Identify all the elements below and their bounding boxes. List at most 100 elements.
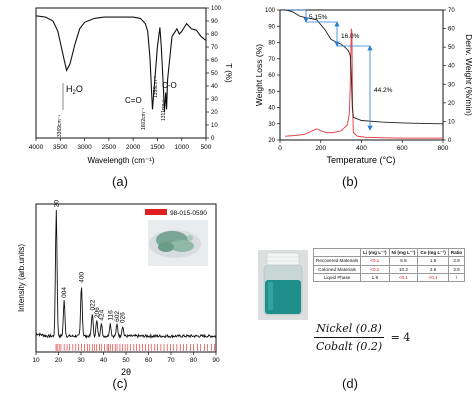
table-cell: 3.9 — [447, 256, 466, 266]
tga-step3-label: 44.2% — [374, 87, 393, 94]
y2-tick-label: 20 — [448, 101, 455, 107]
xrd-pattern-line — [35, 209, 217, 339]
table-cell: 10.2 — [388, 264, 419, 274]
table-cell: 1.5 — [417, 256, 449, 266]
y-tick-label: 90 — [211, 19, 218, 25]
y-tick-label: 80 — [268, 41, 275, 47]
ftir-co-single-label: C-O — [162, 81, 177, 90]
x-tick-label: 4000 — [29, 144, 44, 151]
ftir-co-double-value: 1602cm⁻¹ — [141, 108, 147, 130]
dtg-curve — [285, 28, 443, 139]
x-tick-label: 0 — [278, 145, 282, 152]
x-tick-label: 30 — [77, 357, 85, 364]
tga-step2-label: 16.0% — [341, 33, 360, 40]
ftir-spectrum-line — [35, 15, 207, 113]
y-tick-label: 60 — [268, 73, 275, 79]
peak-label: 206 — [94, 307, 101, 318]
ftir-co-double-label: C=O — [125, 96, 142, 105]
table-header-cell: Ratio — [447, 247, 466, 258]
panel-a-caption: (a) — [112, 174, 128, 189]
y-tick-label: 40 — [268, 106, 275, 112]
peak-label: 022 — [89, 299, 96, 310]
table-row: Calcined Materials <0.1 10.2 2.6 3.9 — [312, 264, 466, 274]
x-tick-label: 10 — [32, 357, 40, 364]
table-cell: <0.1 — [360, 256, 390, 266]
ftir-co-single-value: 1311cm⁻¹ — [161, 99, 167, 121]
ftir-h2o-value: 3369cm⁻¹ — [57, 115, 63, 137]
table-cell: <0.1 — [360, 264, 390, 274]
ratio-denominator: Cobalt (0.2) — [316, 340, 383, 353]
ftir-y-axis-label: T (%) — [224, 63, 233, 83]
y-tick-label: 90 — [268, 24, 275, 30]
y-tick-label: 10 — [211, 123, 218, 129]
ratio-result: = 4 — [390, 331, 411, 344]
xrd-x-axis-label: 2θ — [121, 367, 131, 377]
x-tick-label: 80 — [190, 357, 198, 364]
x-tick-label: 2500 — [102, 144, 117, 151]
y-tick-label: 60 — [211, 58, 218, 64]
y-tick-label: 100 — [211, 6, 222, 12]
table-cell: <0.1 — [417, 272, 449, 283]
x-tick-label: 2000 — [126, 144, 141, 151]
ftir-co-double-value2: 1356cm⁻¹ — [153, 76, 159, 98]
table-row: Liquid Phase 1.9 <0.1 <0.1 / — [312, 272, 466, 283]
panel-c-caption: (c) — [112, 376, 128, 391]
table-row-label: Recovered Materials — [312, 256, 362, 266]
y-tick-label: 70 — [211, 45, 218, 51]
table-row-label: Calcined Materials — [312, 264, 362, 274]
table-header-cell: Ni (mg L⁻¹) — [388, 247, 419, 258]
x-tick-label: 3000 — [77, 144, 92, 151]
x-tick-label: 800 — [438, 145, 449, 152]
peak-label: 116 — [107, 310, 114, 321]
table-header-cell: Co (mg L⁻¹) — [417, 247, 449, 258]
y-tick-label: 50 — [268, 89, 275, 95]
ratio-equation: Nickel (0.8) Cobalt (0.2) = 4 — [314, 322, 464, 353]
composition-table: Li (mg L⁻¹) Ni (mg L⁻¹) Co (mg L⁻¹) Rati… — [312, 247, 466, 283]
y2-tick-label: 60 — [448, 27, 455, 33]
table-header-row: Li (mg L⁻¹) Ni (mg L⁻¹) Co (mg L⁻¹) Rati… — [312, 247, 466, 258]
ratio-numerator: Nickel (0.8) — [314, 322, 385, 338]
xrd-y-axis-label: Intensity (arb.units) — [17, 244, 26, 312]
table-cell: 5.8 — [388, 256, 419, 266]
x-tick-label: 90 — [212, 357, 220, 364]
y-tick-label: 30 — [268, 122, 275, 128]
y2-tick-label: 0 — [448, 138, 452, 144]
table-cell: 2.6 — [417, 264, 449, 274]
powder-photo — [148, 220, 208, 266]
peak-label: 004 — [61, 287, 68, 298]
tga-x-axis-label: Temperature (°C) — [326, 155, 395, 165]
tga-chart: 0 200 400 600 800 20 30 40 50 60 70 80 90 100 0 10 20 3… — [254, 8, 474, 165]
y-tick-label: 70 — [268, 57, 275, 63]
x-tick-label: 200 — [315, 145, 326, 152]
y-tick-label: 50 — [211, 71, 218, 77]
table-header-cell: Li (mg L⁻¹) — [360, 247, 390, 258]
x-tick-label: 50 — [122, 357, 130, 364]
y-tick-label: 20 — [211, 110, 218, 116]
xrd-legend-swatch — [145, 209, 167, 215]
x-tick-label: 600 — [397, 145, 408, 152]
xrd-legend-label: 98-015-0590 — [170, 210, 207, 217]
y-tick-label: 20 — [268, 138, 275, 144]
ftir-x-axis-label: Wavelength (cm⁻¹) — [87, 156, 154, 165]
y-tick-label: 100 — [265, 8, 276, 14]
table-row: Recovered Materials <0.1 5.8 1.5 3.9 — [312, 256, 466, 266]
table-cell: 1.9 — [360, 272, 390, 283]
x-tick-label: 70 — [167, 357, 175, 364]
tga-y-axis-label: Weight Loss (%) — [254, 44, 264, 106]
x-tick-label: 500 — [201, 144, 212, 151]
solution-jar-photo — [258, 250, 308, 320]
y2-tick-label: 40 — [448, 64, 455, 70]
peak-label: 424 — [98, 309, 105, 320]
tga-y2-axis-label: Deriv. Weight (%/min) — [464, 34, 474, 116]
ftir-chart: 4000 3500 3000 2500 2000 1500 1000 500 0 10 20 30 4… — [29, 6, 233, 165]
table-cell: 3.9 — [447, 264, 466, 274]
x-tick-label: 400 — [356, 145, 367, 152]
table-cell: <0.1 — [388, 272, 419, 283]
y-tick-label: 30 — [211, 97, 218, 103]
panel-d-caption: (d) — [342, 376, 358, 391]
peak-label: 202 — [53, 200, 60, 207]
y2-tick-label: 10 — [448, 119, 455, 125]
peak-label: 026 — [120, 312, 127, 323]
table-header-cell — [312, 247, 362, 258]
